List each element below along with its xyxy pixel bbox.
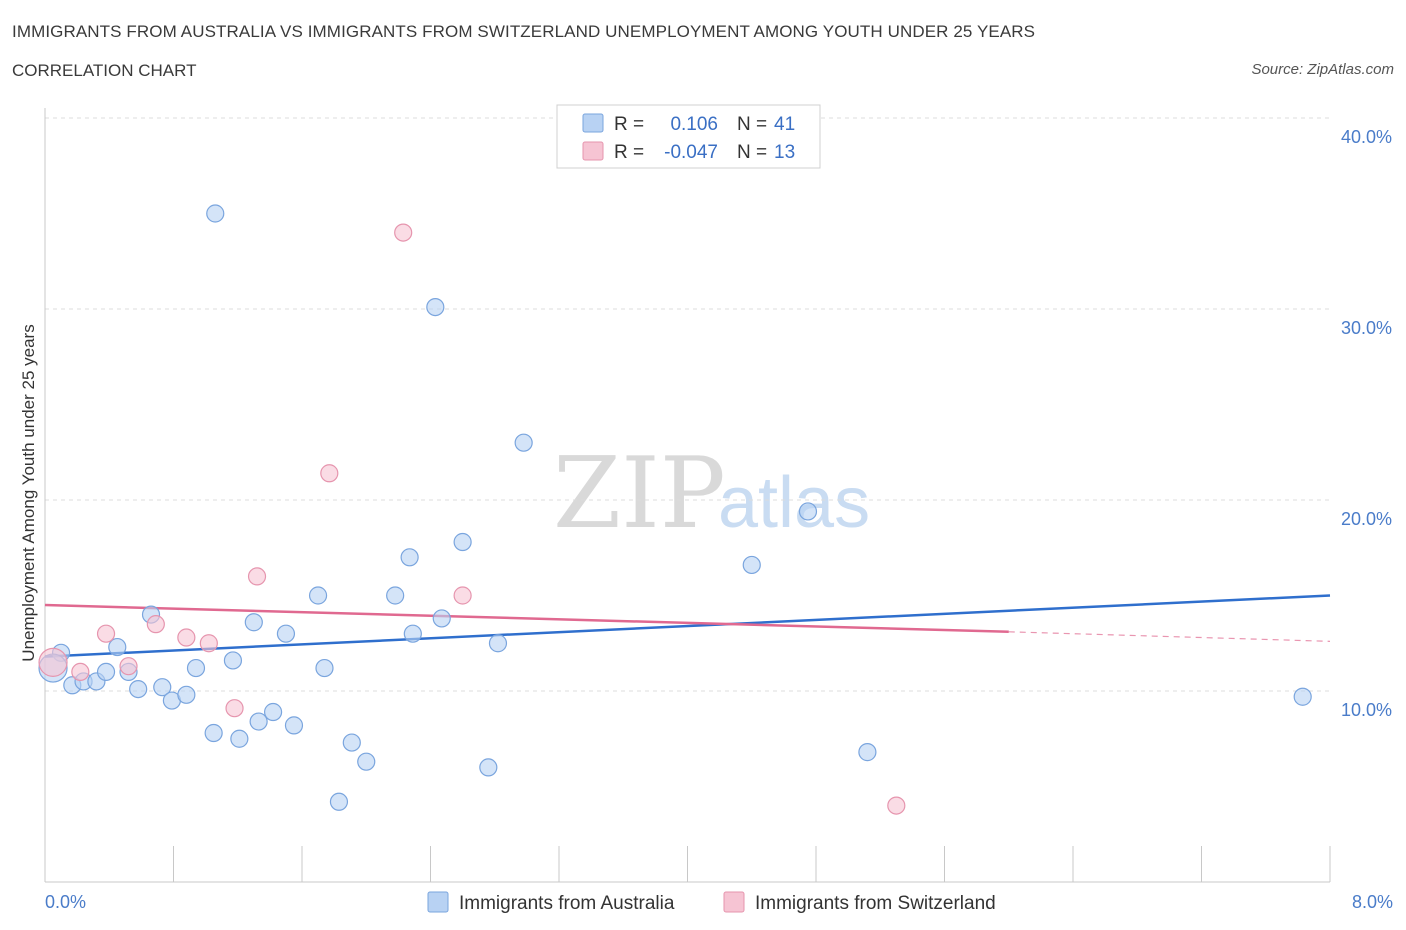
point-australia bbox=[249, 712, 268, 731]
legend-n-label: N = bbox=[737, 142, 767, 163]
legend-n-value: 41 bbox=[774, 114, 795, 135]
x-tick-label: 0.0% bbox=[45, 892, 86, 912]
point-australia bbox=[315, 658, 334, 678]
point-switzerland bbox=[96, 624, 116, 643]
chart-subtitle: CORRELATION CHART bbox=[12, 61, 197, 80]
source-label: Source: ZipAtlas.com bbox=[1251, 61, 1394, 78]
watermark-atlas: atlas bbox=[718, 463, 870, 543]
y-tick-label: 20.0% bbox=[1341, 509, 1392, 529]
point-switzerland bbox=[225, 699, 244, 718]
point-switzerland bbox=[146, 615, 165, 634]
point-australia bbox=[223, 651, 243, 670]
point-switzerland bbox=[177, 628, 196, 647]
watermark-zip: ZIP bbox=[553, 437, 726, 551]
point-australia bbox=[858, 743, 877, 762]
legend-swatch-australia bbox=[582, 113, 604, 133]
legend-swatch-australia bbox=[427, 891, 449, 913]
point-switzerland bbox=[887, 796, 906, 815]
point-australia bbox=[357, 752, 376, 771]
point-australia bbox=[432, 609, 451, 628]
point-australia bbox=[108, 637, 127, 657]
point-australia bbox=[153, 678, 172, 697]
legend-label-switzerland: Immigrants from Switzerland bbox=[755, 893, 996, 914]
point-australia bbox=[244, 613, 263, 632]
trend-line-australia bbox=[44, 594, 1331, 658]
legend-r-label: R = bbox=[614, 114, 644, 135]
point-switzerland bbox=[394, 223, 413, 242]
point-australia bbox=[386, 586, 405, 605]
point-australia bbox=[1293, 687, 1312, 706]
legend-r-value: 0.106 bbox=[670, 114, 718, 135]
legend-r-label: R = bbox=[614, 142, 644, 163]
y-axis-label: Unemployment Among Youth under 25 years bbox=[19, 324, 38, 661]
point-australia bbox=[186, 658, 206, 678]
legend-swatch-switzerland bbox=[582, 141, 604, 161]
point-australia bbox=[329, 792, 349, 811]
point-switzerland bbox=[38, 647, 68, 677]
legend-label-australia: Immigrants from Australia bbox=[459, 893, 675, 914]
correlation-legend: R = 0.106 N = 41 R = -0.047 N = 13 bbox=[556, 104, 821, 169]
legend-n-value: 13 bbox=[774, 142, 795, 163]
data-points bbox=[38, 204, 1312, 815]
point-australia bbox=[284, 716, 304, 735]
point-australia bbox=[342, 733, 361, 752]
point-australia bbox=[514, 433, 533, 452]
point-switzerland bbox=[71, 662, 90, 682]
point-australia bbox=[742, 555, 761, 575]
point-australia bbox=[129, 679, 148, 699]
y-tick-label: 10.0% bbox=[1341, 700, 1392, 720]
x-tick-label: 8.0% bbox=[1352, 892, 1393, 912]
legend-n-label: N = bbox=[737, 114, 767, 135]
point-switzerland bbox=[199, 634, 218, 653]
point-australia bbox=[453, 532, 472, 552]
point-australia bbox=[177, 685, 196, 704]
trend-line-switzerland bbox=[44, 603, 1009, 634]
series-legend: Immigrants from Australia Immigrants fro… bbox=[427, 891, 996, 914]
point-australia bbox=[308, 586, 328, 605]
point-switzerland bbox=[320, 464, 339, 483]
point-switzerland bbox=[247, 567, 267, 586]
point-australia bbox=[798, 502, 818, 521]
point-australia bbox=[263, 702, 283, 722]
point-australia bbox=[400, 548, 419, 567]
point-australia bbox=[276, 624, 296, 643]
point-switzerland bbox=[453, 586, 472, 605]
y-tick-label: 30.0% bbox=[1341, 318, 1392, 338]
point-australia bbox=[96, 662, 116, 682]
axes: 10.0% 20.0% 30.0% 40.0% 0.0% 8.0% bbox=[44, 108, 1393, 912]
point-switzerland bbox=[119, 657, 138, 676]
point-australia bbox=[488, 634, 508, 653]
point-australia bbox=[403, 624, 422, 643]
point-australia bbox=[204, 723, 223, 743]
legend-swatch-switzerland bbox=[723, 891, 745, 913]
trend-lines bbox=[44, 594, 1331, 658]
point-australia bbox=[230, 729, 249, 748]
y-tick-label: 40.0% bbox=[1341, 127, 1392, 147]
chart-title: IMMIGRANTS FROM AUSTRALIA VS IMMIGRANTS … bbox=[12, 22, 1036, 41]
watermark: ZIP atlas bbox=[553, 437, 870, 551]
legend-r-value: -0.047 bbox=[664, 142, 718, 163]
trend-line-switzerland-extension bbox=[1008, 631, 1331, 642]
point-australia bbox=[479, 758, 498, 777]
point-australia bbox=[426, 297, 445, 317]
point-australia bbox=[206, 204, 225, 223]
